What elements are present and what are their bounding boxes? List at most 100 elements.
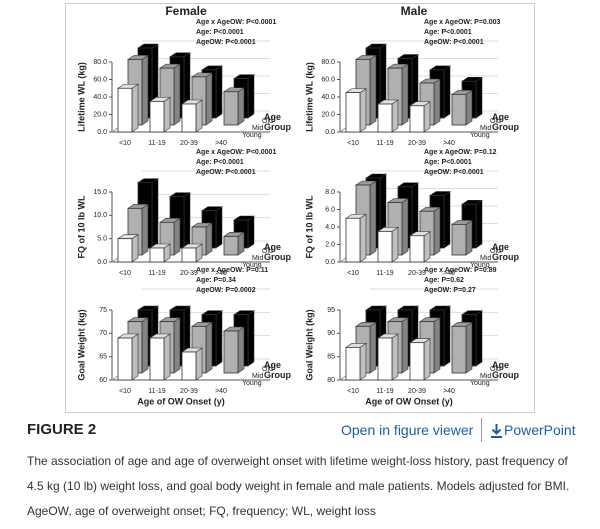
x-tick-label: 11-19 (376, 388, 393, 395)
legend-label: Mid (480, 255, 491, 262)
x-tick-label: >40 (215, 388, 227, 395)
bar-side (359, 342, 367, 381)
x-tick-label: 20-39 (180, 140, 198, 147)
bar-side (369, 321, 377, 374)
bar-side (131, 234, 139, 263)
legend-label: Old (490, 366, 501, 373)
legend-title: Age Group (264, 360, 291, 380)
bar-side (131, 333, 139, 381)
bar (377, 337, 393, 381)
annotation: Age: P<0.0001 (424, 29, 472, 36)
y-tick-label: 6.0 (325, 206, 335, 213)
annotation: AgeOW: P<0.0001 (196, 169, 256, 176)
x-tick-label: 20-39 (408, 388, 426, 395)
x-tick-label: <10 (347, 270, 359, 277)
x-tick-label: >40 (215, 140, 227, 147)
x-tick-label: 20-39 (180, 270, 198, 277)
figure-viewer-link[interactable]: Open in figure viewer (341, 422, 474, 438)
y-tick-label: 0.0 (325, 129, 335, 136)
bar (149, 100, 165, 133)
x-tick-label: 20-39 (408, 140, 426, 147)
bar (409, 105, 425, 133)
legend-title-box: Age Group (492, 112, 519, 132)
bar-side (475, 76, 483, 119)
annotation: Age x AgeOW: P=0.003 (424, 19, 501, 26)
bar-side (423, 231, 431, 263)
legend-label: Old (490, 248, 501, 255)
bar-side (215, 206, 223, 249)
legend-label: Young (470, 380, 490, 387)
annotation: AgeOW: P<0.0001 (196, 39, 256, 46)
bar-side (247, 74, 255, 119)
x-tick-label: 11-19 (376, 140, 393, 147)
bar-side (237, 87, 245, 126)
x-tick-label: 11-19 (376, 270, 393, 277)
x-tick-label: <10 (119, 270, 131, 277)
annotation: AgeOW: P=0.0002 (196, 287, 256, 294)
chart-title: Male (401, 4, 428, 18)
bar-side (475, 310, 483, 367)
annotation: Age: P<0.0001 (196, 29, 244, 36)
bar (451, 223, 467, 256)
bar-side (247, 310, 255, 367)
x-tick-label: <10 (347, 388, 359, 395)
bar-side (215, 65, 223, 119)
y-axis-label: Goal Weight (kg) (76, 309, 86, 380)
bar-side (173, 317, 181, 374)
bar-side (195, 347, 203, 381)
figure-label: FIGURE 2 (27, 421, 97, 438)
x-tick-label: >40 (443, 388, 455, 395)
bar-side (183, 192, 191, 249)
annotation: Age x AgeOW: P=0.12 (424, 149, 497, 156)
bar-side (443, 190, 451, 249)
bar-side (141, 317, 149, 374)
bar-side (401, 317, 409, 374)
y-tick-label: 8.0 (325, 189, 335, 196)
powerpoint-link[interactable]: PowerPoint (504, 422, 576, 438)
bar-side (359, 88, 367, 133)
legend-label: Mid (252, 125, 263, 132)
y-tick-label: 60.0 (93, 76, 107, 83)
bar-side (423, 338, 431, 381)
bar (377, 103, 393, 133)
y-tick-label: 40.0 (93, 94, 107, 101)
bar-side (433, 206, 441, 256)
y-tick-label: 15.0 (93, 189, 107, 196)
legend-title: Age Group (492, 242, 519, 262)
y-tick-label: 80.0 (321, 59, 335, 66)
bar-side (131, 83, 139, 133)
x-tick-label: <10 (119, 388, 131, 395)
bar (149, 337, 165, 381)
annotation: Age: P=0.34 (196, 277, 236, 284)
x-tick-label: 20-39 (180, 388, 198, 395)
y-axis-label: Lifetime WL (kg) (304, 62, 314, 132)
bar-side (475, 199, 483, 249)
bar (223, 235, 239, 256)
y-tick-label: 70 (99, 330, 107, 337)
x-tick-label: <10 (347, 140, 359, 147)
y-axis-label: FQ of 10 lb WL (76, 195, 86, 258)
figure-caption: The association of age and age of overwe… (27, 454, 570, 518)
download-icon[interactable] (490, 423, 503, 439)
y-tick-label: 85 (327, 354, 335, 361)
y-axis-label: Lifetime WL (kg) (76, 62, 86, 132)
bar-side (205, 222, 213, 256)
bar (345, 92, 361, 133)
chart-title: Female (165, 4, 207, 18)
legend-title-box: Age Group (264, 112, 291, 132)
legend-label: Old (262, 248, 273, 255)
annotation: Age x AgeOW: P=0.89 (424, 267, 497, 274)
bar-side (465, 219, 473, 256)
bar (149, 247, 165, 263)
annotation: Age: P=0.62 (424, 277, 464, 284)
bar-side (237, 326, 245, 374)
legend-title-box: Age Group (264, 242, 291, 262)
x-tick-label: 20-39 (408, 270, 426, 277)
bar-side (443, 65, 451, 119)
bar-side (205, 321, 213, 374)
